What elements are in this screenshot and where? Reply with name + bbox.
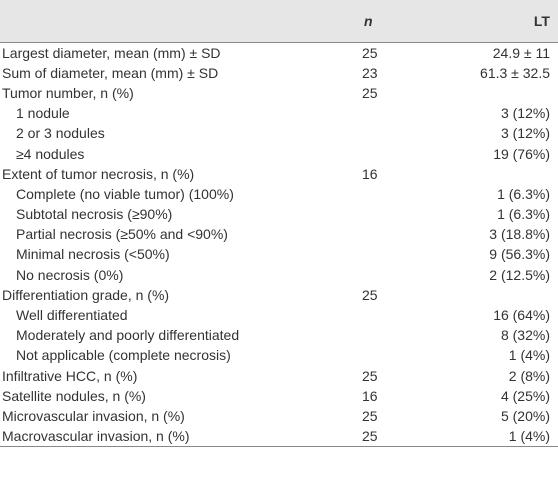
row-value: 8 (32%): [500, 327, 550, 344]
table-row: Extent of tumor necrosis, n (%) 16: [0, 164, 558, 184]
row-value: 3 (12%): [500, 105, 550, 122]
table-row: Infiltrative HCC, n (%) 25 2 (8%): [0, 366, 558, 386]
row-value: 2 (12.5%): [489, 266, 550, 283]
row-value: 19 (76%): [493, 145, 550, 162]
results-table: n LT Largest diameter, mean (mm) ± SD 25 2…: [0, 0, 558, 447]
row-value: 2 (8%): [508, 367, 550, 384]
row-value: 16 (64%): [493, 307, 550, 324]
table-row: Well differentiated 16 (64%): [0, 305, 558, 325]
row-value: 61.3 ± 32.5: [480, 64, 550, 81]
row-value: 1 (6.3%): [497, 206, 550, 223]
header-group: LT: [533, 12, 550, 29]
row-value: 3 (12%): [500, 125, 550, 142]
table-row: Complete (no viable tumor) (100%) 1 (6.3%…: [0, 184, 558, 204]
table-row: Not applicable (complete necrosis) 1 (4%): [0, 345, 558, 365]
table-row: Subtotal necrosis (≥90%) 1 (6.3%): [0, 204, 558, 224]
row-value: 5 (20%): [500, 407, 550, 424]
row-value: [402, 285, 558, 305]
header-n-text: n: [364, 12, 373, 29]
row-value: 1 (4%): [508, 428, 550, 445]
table-row: Largest diameter, mean (mm) ± SD 25 24.9 ±…: [0, 42, 558, 63]
row-value: 1 (6.3%): [497, 185, 550, 202]
row-n: 25: [362, 286, 378, 303]
table-row: Differentiation grade, n (%) 25: [0, 285, 558, 305]
row-n: 25: [362, 44, 378, 61]
table-row: ≥4 nodules 19 (76%): [0, 143, 558, 163]
table-row: 2 or 3 nodules 3 (12%): [0, 123, 558, 143]
header-n: n: [0, 0, 402, 42]
row-value: 4 (25%): [500, 387, 550, 404]
table-row: Tumor number, n (%) 25: [0, 83, 558, 103]
row-value: 1 (4%): [508, 347, 550, 364]
row-value: [402, 83, 558, 103]
table-row: Microvascular invasion, n (%) 25 5 (20%): [0, 406, 558, 426]
row-n: 25: [362, 428, 378, 445]
table-row: 1 nodule 3 (12%): [0, 103, 558, 123]
row-value: 24.9 ± 11: [492, 44, 550, 61]
table-row: Sum of diameter, mean (mm) ± SD 23 61.3 ± …: [0, 63, 558, 83]
table-row: Macrovascular invasion, n (%) 25 1 (4%): [0, 426, 558, 447]
row-value: [402, 164, 558, 184]
table-row: Moderately and poorly differentiated 8 (3…: [0, 325, 558, 345]
table-body: Largest diameter, mean (mm) ± SD 25 24.9 ±…: [0, 42, 558, 447]
row-value: 9 (56.3%): [489, 246, 550, 263]
row-n: 25: [362, 407, 378, 424]
row-n: 25: [362, 367, 378, 384]
table-row: No necrosis (0%) 2 (12.5%): [0, 265, 558, 285]
row-n: 16: [362, 165, 378, 182]
row-n: 25: [362, 84, 378, 101]
row-value: 3 (18.8%): [489, 226, 550, 243]
header-row: n LT: [0, 0, 558, 42]
table-row: Satellite nodules, n (%) 16 4 (25%): [0, 386, 558, 406]
row-n: 23: [362, 64, 378, 81]
table-row: Partial necrosis (≥50% and <90%) 3 (18.8%…: [0, 224, 558, 244]
table-header: n LT: [0, 0, 558, 42]
table-row: Minimal necrosis (<50%) 9 (56.3%): [0, 244, 558, 264]
row-n: 16: [362, 387, 378, 404]
